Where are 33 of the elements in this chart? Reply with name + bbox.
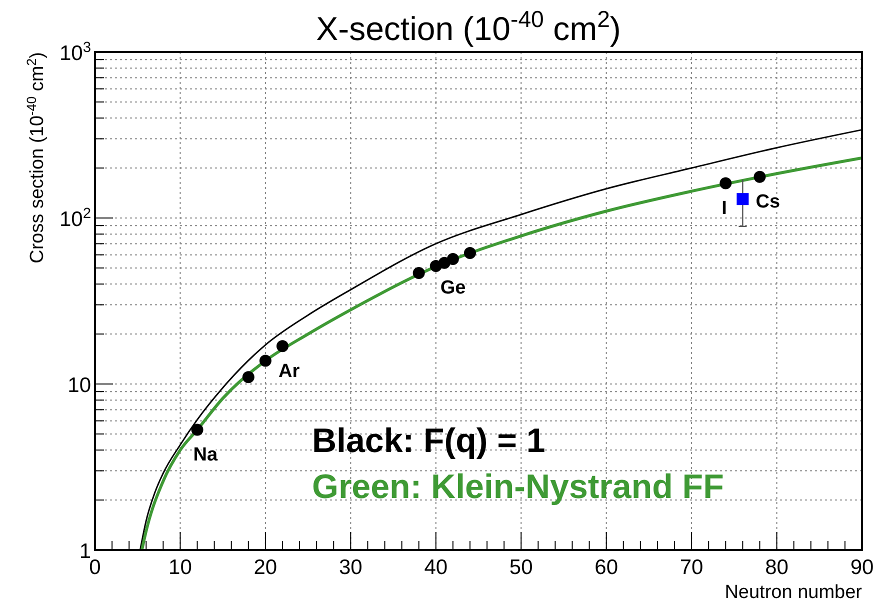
point	[720, 177, 732, 190]
annotation: Cs	[756, 191, 780, 212]
x-tick-label: 10	[168, 556, 192, 579]
point	[464, 247, 476, 260]
x-tick-label: 70	[680, 556, 704, 579]
x-tick-label: 30	[338, 556, 362, 579]
annotation: I	[722, 198, 727, 219]
point	[446, 253, 459, 266]
x-tick-label: 50	[509, 556, 533, 579]
y-tick-label: 10$^{2}$	[59, 206, 91, 231]
x-axis-title: Neutron number	[724, 582, 863, 603]
y-tick-label: 1	[79, 540, 91, 563]
x-tick-label: 0	[89, 556, 101, 579]
y-tick-label: 10$^{3}$	[59, 40, 91, 65]
x-tick-label: 90	[850, 556, 874, 579]
text: Black: F(q) = 1	[312, 422, 546, 460]
annotation: Na	[193, 444, 218, 466]
chart-title: X-section (10$^{-40}$ cm$^{2}$)	[316, 6, 621, 47]
point	[259, 354, 272, 367]
x-tick-label: 80	[765, 556, 788, 579]
annotation: Ar	[278, 360, 300, 382]
point	[412, 267, 425, 280]
x-tick-label: 20	[254, 556, 278, 579]
point	[242, 371, 254, 384]
y-tick-label: 10	[68, 374, 91, 397]
point	[736, 193, 749, 206]
point	[191, 424, 204, 436]
x-tick-label: 60	[594, 556, 618, 579]
point	[754, 170, 766, 183]
x-tick-label: 40	[424, 556, 448, 579]
point	[276, 340, 288, 352]
text: Green: Klein-Nystrand FF	[312, 468, 724, 506]
annotation: Ge	[440, 277, 466, 298]
